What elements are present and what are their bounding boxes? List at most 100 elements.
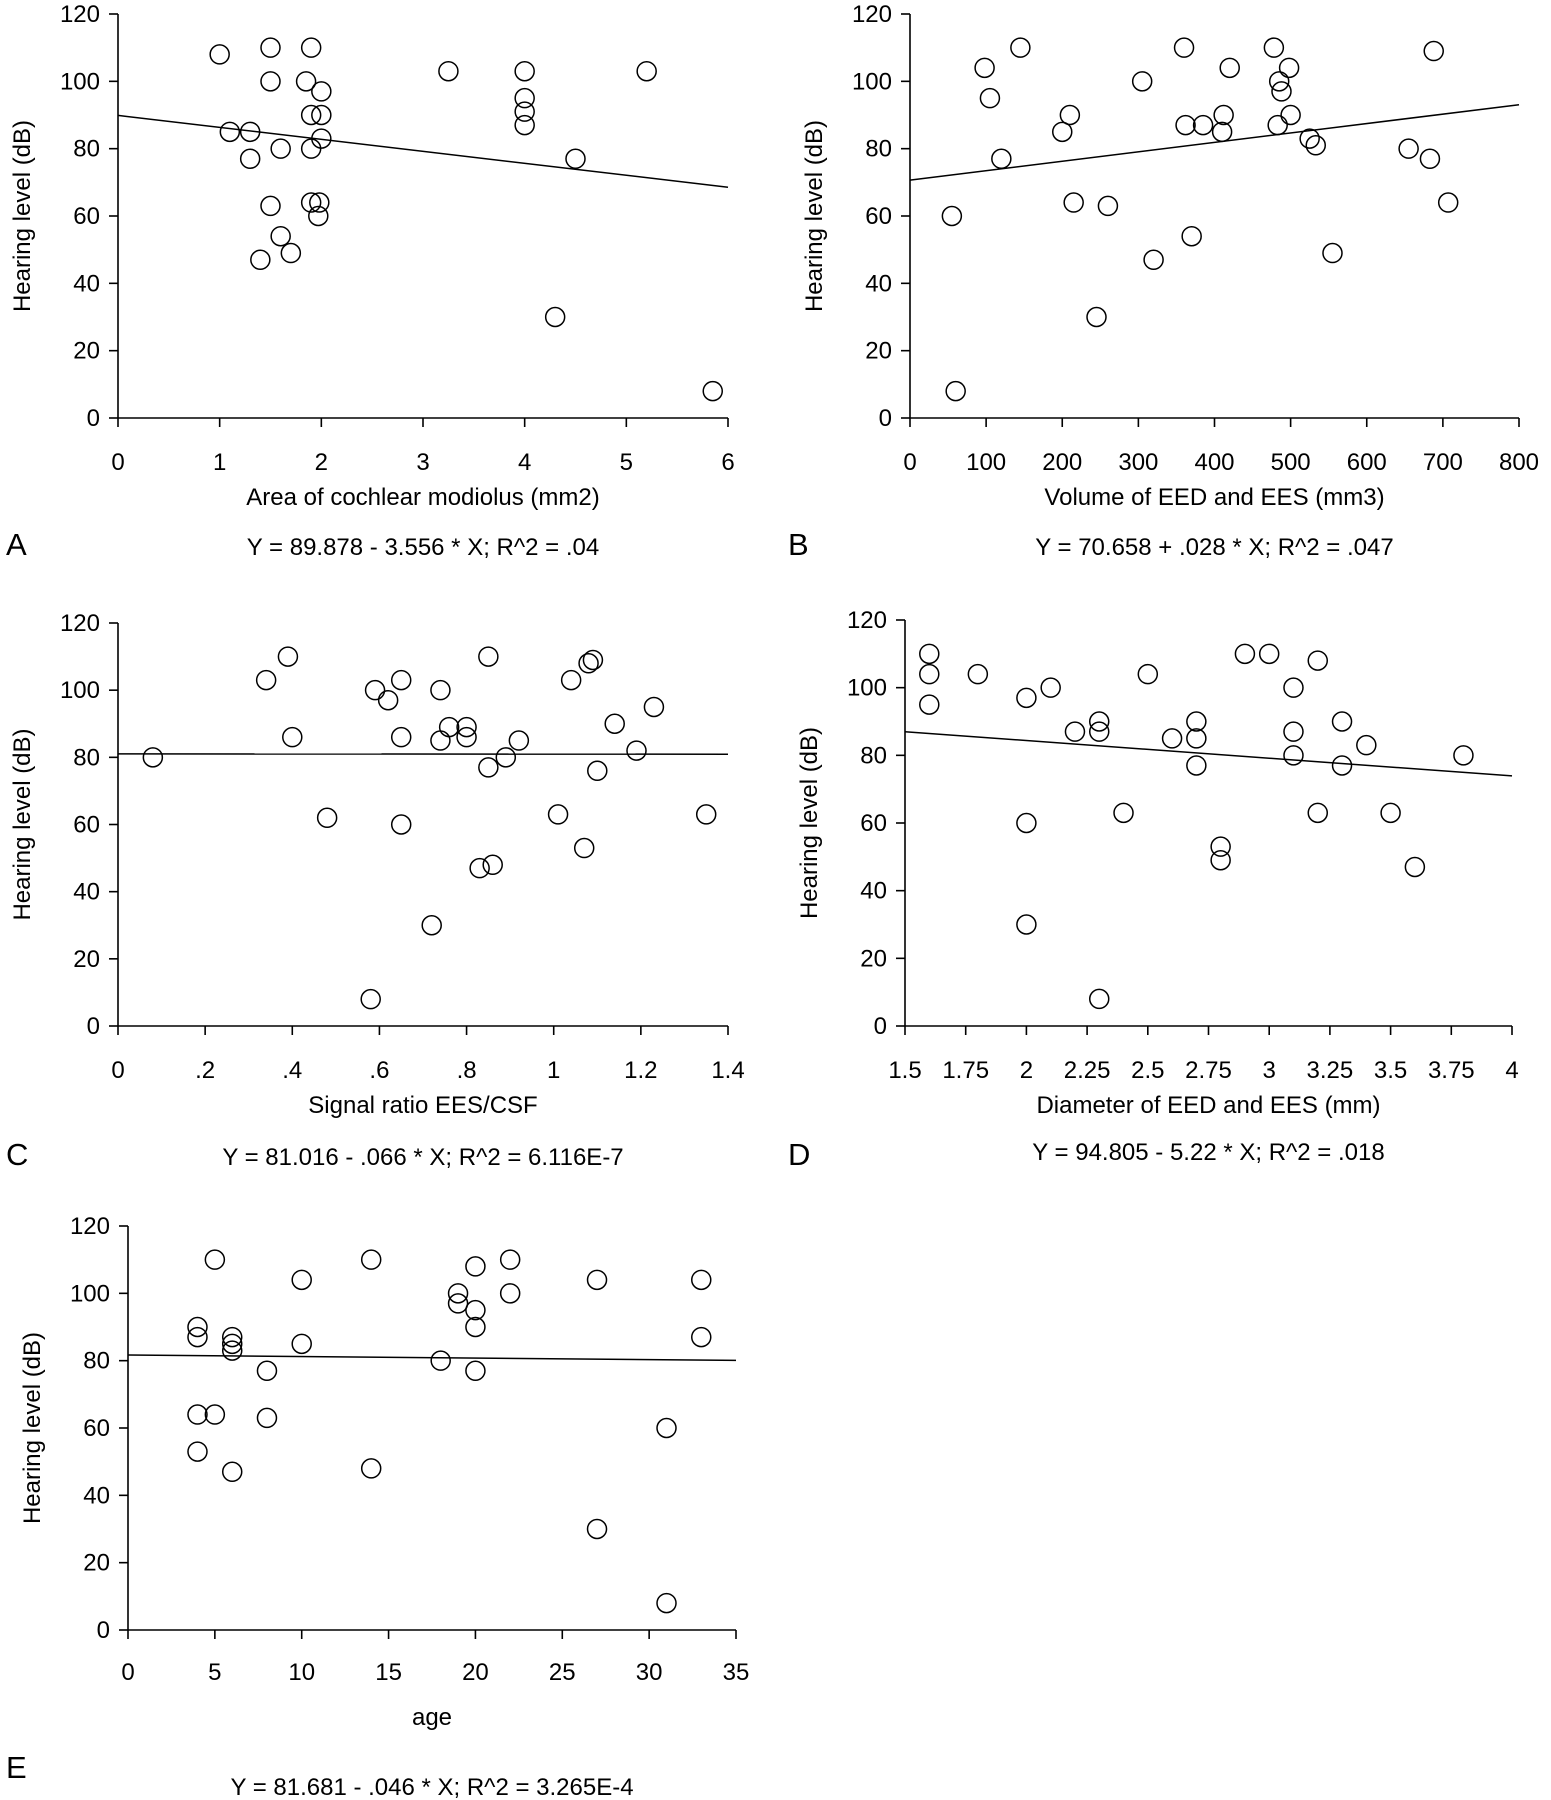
data-point bbox=[187, 1316, 208, 1338]
x-tick-label: 0 bbox=[903, 449, 916, 476]
data-point bbox=[1016, 687, 1037, 709]
data-point bbox=[270, 225, 291, 247]
y-tick-label: 40 bbox=[860, 878, 887, 905]
panel-d: 0 20 40 60 80 100 120 1.5 1.75 2 2.25 2.5 2.75 3 3.25 3… bbox=[788, 607, 1519, 1172]
x-tick-label: 3 bbox=[416, 449, 429, 476]
data-point bbox=[643, 696, 665, 718]
y-tick-label: 0 bbox=[87, 1013, 100, 1040]
x-tick-label: 4 bbox=[518, 449, 531, 476]
data-point bbox=[465, 1360, 486, 1382]
data-point bbox=[656, 1592, 677, 1614]
regression-line bbox=[904, 730, 1513, 777]
data-point bbox=[360, 1458, 382, 1479]
data-point bbox=[1040, 677, 1061, 698]
y-tick-label: 20 bbox=[83, 1550, 110, 1577]
x-tick-label: 3 bbox=[1263, 1057, 1276, 1084]
data-point bbox=[1131, 71, 1153, 92]
x-axis-title: age bbox=[412, 1704, 452, 1731]
data-point bbox=[1263, 37, 1285, 58]
y-tick-label: 60 bbox=[73, 203, 100, 230]
data-point bbox=[1331, 711, 1353, 732]
data-point bbox=[465, 1256, 486, 1277]
y-tick-label: 120 bbox=[70, 1213, 110, 1240]
data-point bbox=[587, 760, 608, 782]
x-tick-label: 4 bbox=[1505, 1057, 1518, 1084]
y-tick-label: 100 bbox=[60, 68, 100, 95]
data-point bbox=[478, 646, 499, 667]
data-point bbox=[695, 804, 717, 825]
y-tick-label: 40 bbox=[73, 270, 100, 297]
panel-b: 0 20 40 60 80 100 120 0 100 200 300 400 500 600 700 800… bbox=[788, 1, 1539, 562]
data-point bbox=[239, 121, 261, 143]
x-tick-label: 5 bbox=[208, 1659, 221, 1686]
data-point bbox=[1278, 57, 1300, 79]
y-tick-label: 40 bbox=[865, 270, 892, 297]
data-point bbox=[945, 380, 966, 402]
x-tick-label: 3.75 bbox=[1428, 1057, 1475, 1084]
data-point bbox=[456, 716, 477, 738]
y-axis-title: Hearing level (dB) bbox=[19, 1332, 46, 1524]
data-point bbox=[578, 653, 599, 674]
data-point bbox=[478, 757, 499, 778]
data-point bbox=[919, 663, 940, 685]
data-point bbox=[187, 1404, 208, 1425]
data-point bbox=[430, 1350, 451, 1371]
data-point bbox=[979, 87, 1001, 109]
data-point bbox=[390, 726, 412, 748]
data-point bbox=[221, 1461, 243, 1483]
data-point bbox=[1181, 225, 1202, 247]
data-point bbox=[219, 121, 241, 143]
regression-line bbox=[117, 114, 729, 188]
data-point bbox=[1063, 192, 1084, 213]
y-tick-label: 40 bbox=[83, 1482, 110, 1509]
data-point bbox=[280, 242, 302, 264]
x-axis-title: Volume of EED and EES (mm3) bbox=[1044, 484, 1384, 511]
x-tick-label: 200 bbox=[1042, 449, 1082, 476]
data-point bbox=[209, 44, 230, 65]
data-point bbox=[360, 1249, 382, 1270]
data-point bbox=[499, 1283, 521, 1304]
data-point bbox=[1192, 114, 1214, 136]
x-tick-label: 1.75 bbox=[942, 1057, 989, 1084]
data-point bbox=[1210, 849, 1231, 871]
data-point bbox=[465, 1316, 486, 1338]
x-axis-title: Signal ratio EES/CSF bbox=[308, 1092, 537, 1119]
data-point bbox=[291, 1269, 312, 1291]
x-tick-label: 2.25 bbox=[1064, 1057, 1111, 1084]
y-tick-label: 0 bbox=[879, 405, 892, 432]
data-point bbox=[360, 988, 381, 1010]
x-tick-label: 3.25 bbox=[1307, 1057, 1354, 1084]
data-point bbox=[142, 747, 164, 768]
data-point bbox=[255, 669, 277, 691]
data-point bbox=[1016, 812, 1037, 834]
data-point bbox=[256, 1407, 278, 1429]
y-axis-title: Hearing level (dB) bbox=[801, 120, 828, 312]
data-point bbox=[1419, 148, 1441, 170]
data-point bbox=[187, 1441, 208, 1462]
data-point bbox=[691, 1326, 712, 1348]
data-point bbox=[636, 60, 657, 82]
data-point bbox=[1271, 81, 1292, 102]
data-point bbox=[1186, 728, 1207, 749]
data-point bbox=[582, 649, 604, 671]
data-point bbox=[204, 1404, 226, 1425]
x-tick-label: 15 bbox=[375, 1659, 402, 1686]
data-point bbox=[1423, 40, 1444, 62]
data-point bbox=[1219, 57, 1240, 79]
y-axis-title: Hearing level (dB) bbox=[9, 120, 36, 312]
data-point bbox=[1052, 121, 1073, 143]
data-point bbox=[514, 60, 535, 82]
regression-line bbox=[909, 103, 1520, 181]
data-point bbox=[311, 128, 332, 149]
data-point bbox=[544, 306, 566, 328]
x-tick-label: 6 bbox=[721, 449, 734, 476]
data-point bbox=[260, 37, 281, 58]
data-point bbox=[514, 87, 535, 109]
data-point bbox=[291, 1333, 312, 1355]
x-tick-label: 30 bbox=[636, 1659, 663, 1686]
x-tick-label: 20 bbox=[462, 1659, 489, 1686]
panel-c: 0 20 40 60 80 100 120 0 .2 .4 .6 .8 1 1.2 1.4 Signal ra… bbox=[6, 610, 745, 1172]
x-tick-label: 1.4 bbox=[711, 1057, 744, 1084]
data-point bbox=[626, 740, 647, 761]
